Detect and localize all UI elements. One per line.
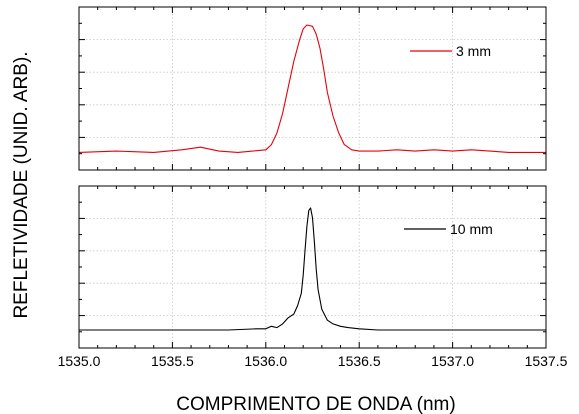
legend-label: 10 mm — [450, 221, 493, 237]
legend-label: 3 mm — [456, 43, 491, 59]
y-axis-title: REFLETIVIDADE (UNID. ARB). — [11, 51, 32, 318]
x-tick-labels: 1535.0 1535.5 1536.0 1536.5 1537.0 1537.5 — [58, 353, 568, 369]
x-tick-label: 1536.0 — [244, 353, 287, 369]
series-line — [79, 207, 546, 331]
plot-lines — [78, 24, 546, 331]
grid-lines — [79, 7, 546, 348]
plot-frame — [78, 6, 547, 171]
x-tick-label: 1535.5 — [151, 353, 194, 369]
series-line — [78, 24, 546, 153]
legends: 3 mm 10 mm — [404, 43, 493, 237]
plot-frame — [78, 185, 547, 349]
x-axis-title: COMPRIMENTO DE ONDA (nm) — [176, 394, 455, 414]
x-tick-label: 1537.0 — [431, 353, 474, 369]
x-tick-label: 1536.5 — [338, 353, 381, 369]
x-tick-label: 1535.0 — [58, 353, 101, 369]
x-tick-label: 1537.5 — [525, 353, 568, 369]
axis-ticks — [78, 6, 547, 349]
